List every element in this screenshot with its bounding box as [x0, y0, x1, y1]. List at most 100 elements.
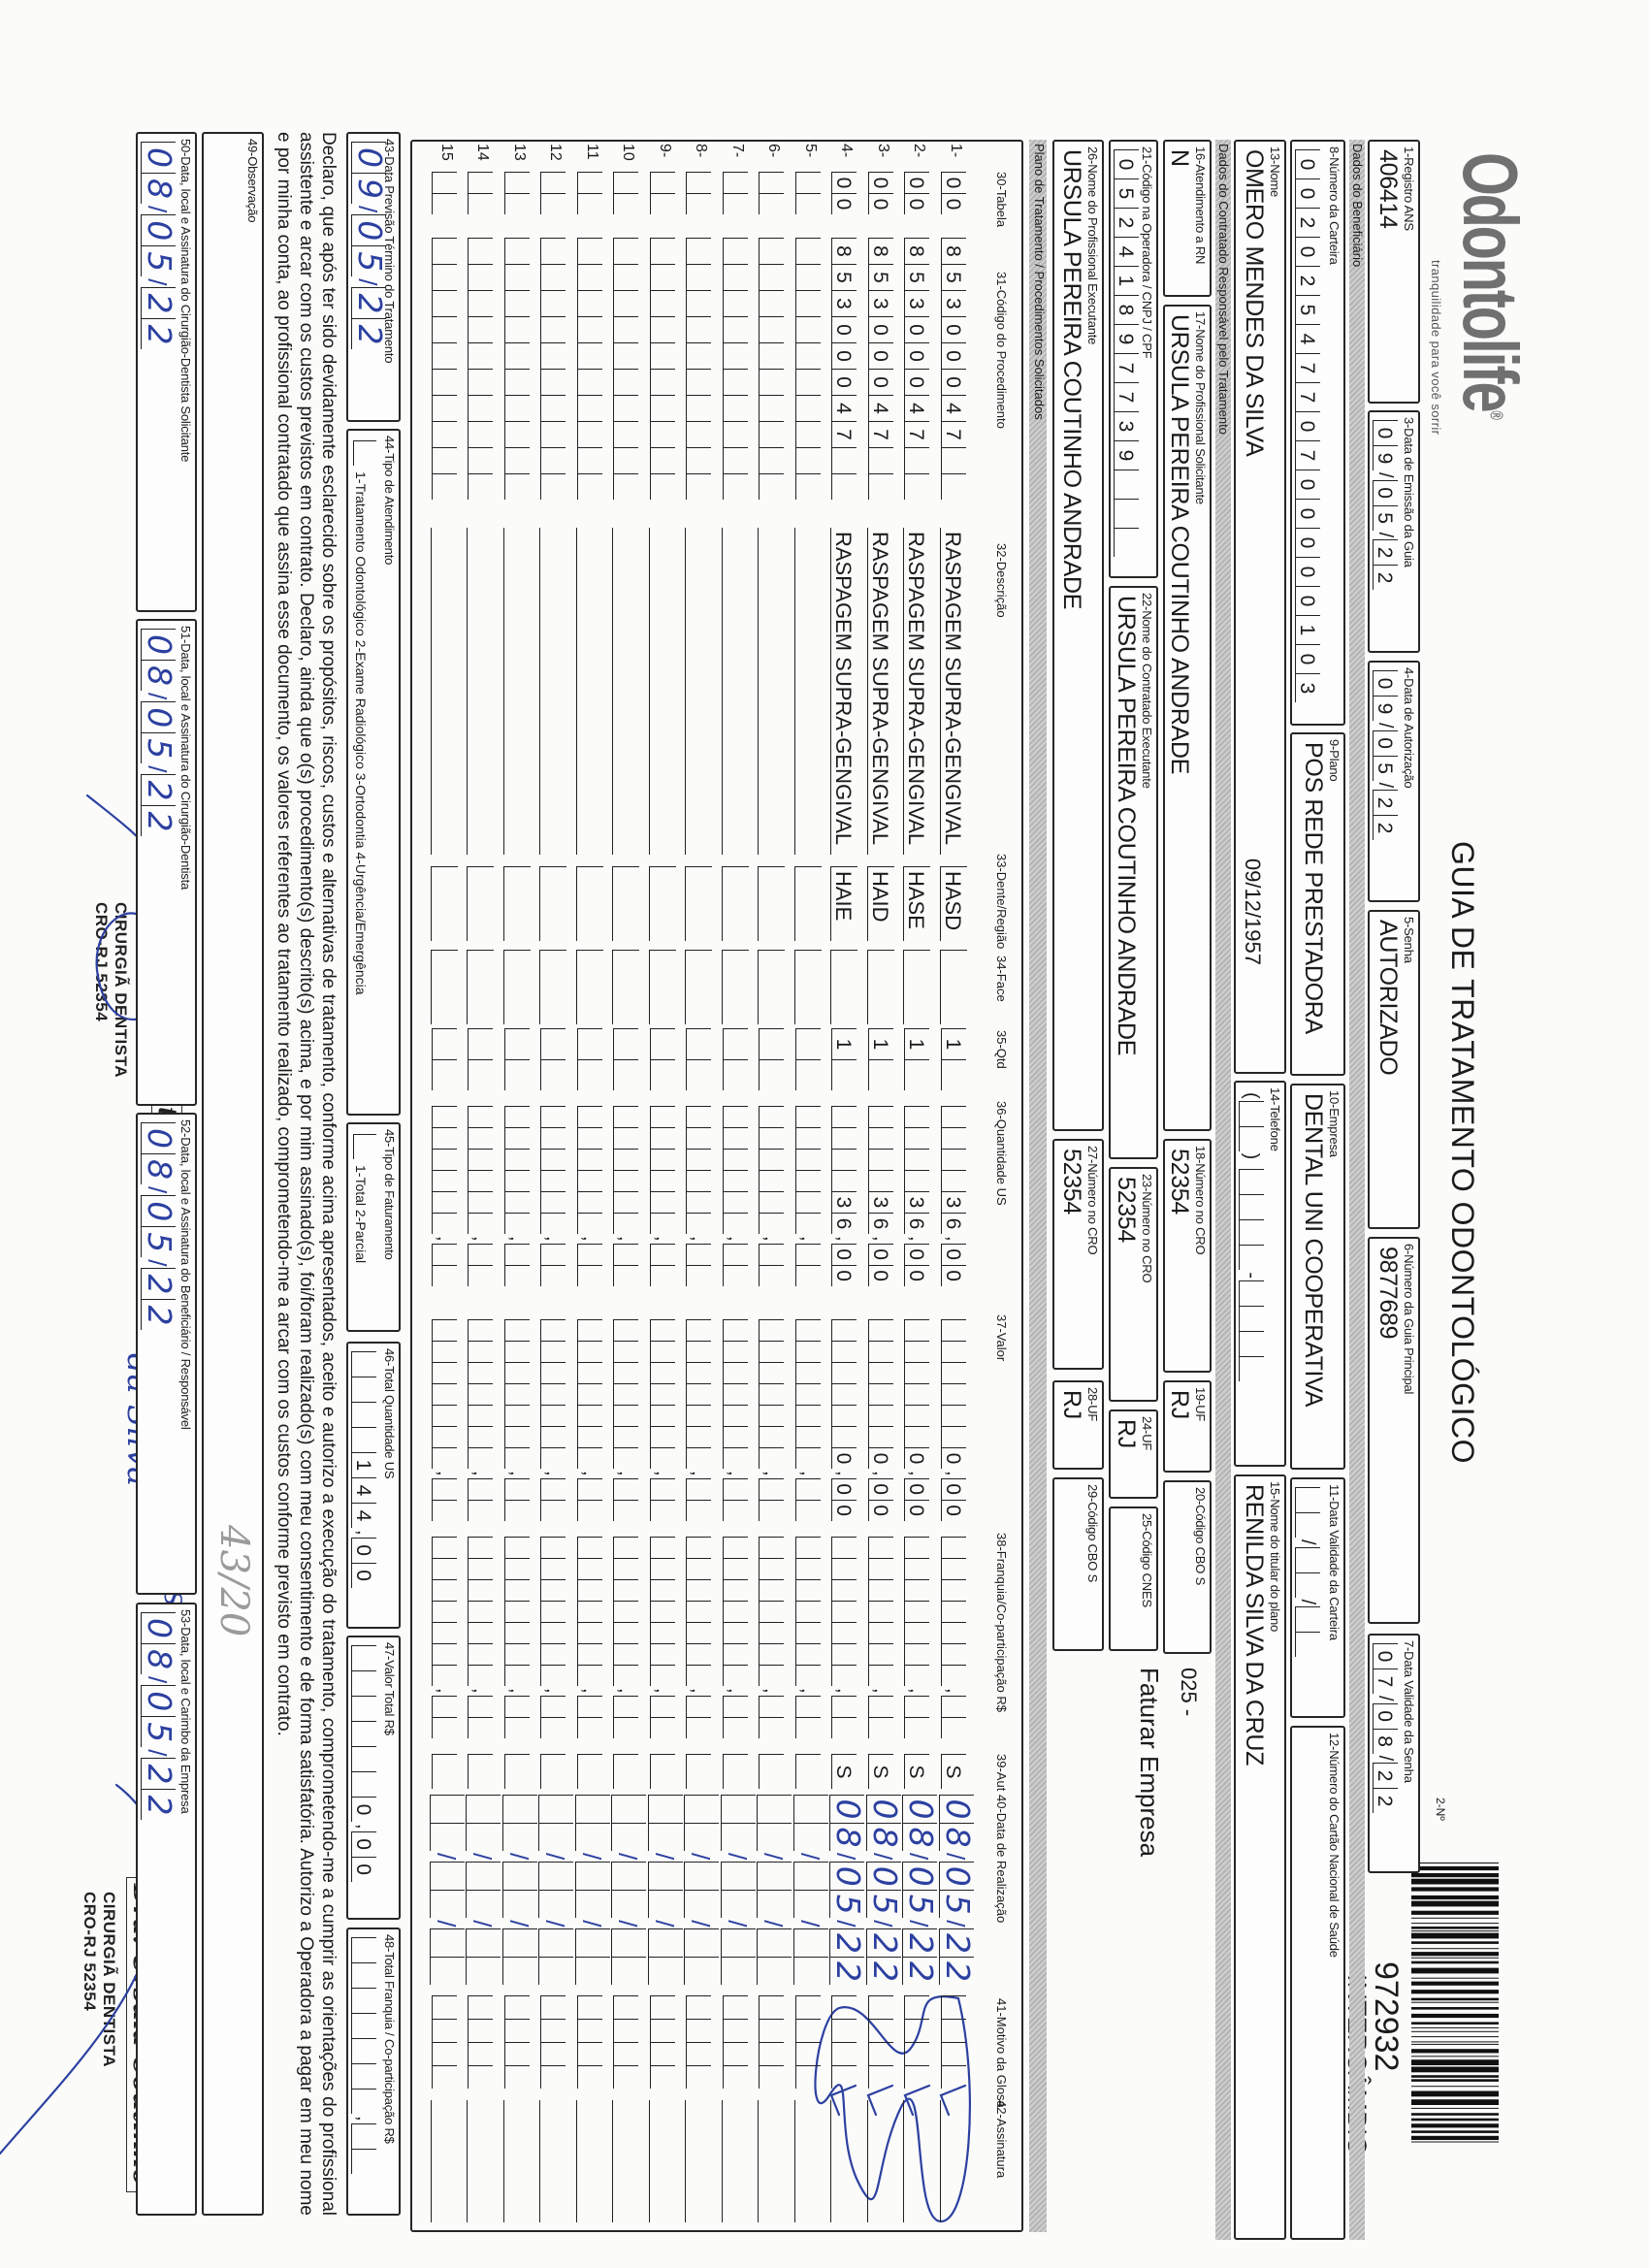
procedure-description[interactable]: RASPAGEM SUPRA-GENGIVAL: [903, 528, 931, 855]
qtd-cells[interactable]: [795, 1028, 821, 1090]
uf-contratado-value[interactable]: RJ: [1113, 1419, 1140, 1448]
motivo-glosa-cells[interactable]: [795, 1995, 821, 2089]
assinatura-line[interactable]: [576, 2100, 603, 2222]
aut-cell[interactable]: S: [831, 1754, 857, 1789]
quantidade-us-cells[interactable]: ,: [650, 1106, 675, 1286]
data-emissao-guia-value[interactable]: 0 9/0 5/2 2: [1373, 420, 1398, 591]
quantidade-us-cells[interactable]: ,: [686, 1106, 712, 1286]
motivo-glosa-cells[interactable]: [868, 1995, 893, 2089]
procedure-code-cells[interactable]: [577, 238, 602, 500]
franquia-cells[interactable]: ,: [504, 1537, 530, 1738]
data-realizacao-cells[interactable]: / /: [575, 1795, 610, 1986]
qtd-cells[interactable]: [432, 1028, 457, 1090]
qtd-cells[interactable]: 1: [868, 1028, 893, 1090]
aut-cell[interactable]: [577, 1754, 602, 1789]
dente-regiao-cell[interactable]: [722, 866, 749, 941]
procedure-description[interactable]: [649, 528, 676, 855]
valor-cells[interactable]: ,: [468, 1319, 494, 1521]
data-realizacao-cells[interactable]: / /: [502, 1795, 537, 1986]
aut-cell[interactable]: S: [904, 1754, 930, 1789]
assinatura-line[interactable]: [830, 2100, 858, 2222]
data-realizacao-cells[interactable]: 0 8/0 5/2 2: [866, 1795, 904, 1986]
tabela-cells[interactable]: [613, 172, 639, 214]
face-cell[interactable]: [867, 950, 894, 1024]
motivo-glosa-cells[interactable]: [577, 1995, 602, 2089]
tabela-cells[interactable]: [468, 172, 494, 214]
data-realizacao-cells[interactable]: / /: [721, 1795, 756, 1986]
face-cell[interactable]: [431, 950, 458, 1024]
motivo-glosa-cells[interactable]: [613, 1995, 639, 2089]
motivo-glosa-cells[interactable]: [468, 1995, 494, 2089]
assinatura-line[interactable]: [431, 2100, 458, 2222]
aut-cell[interactable]: S: [868, 1754, 893, 1789]
assinatura-line[interactable]: [722, 2100, 749, 2222]
data-carimbo-empresa-value[interactable]: 0 8/0 5/2 2: [141, 1612, 178, 1821]
plano-value[interactable]: POS REDE PRESTADORA: [1300, 742, 1327, 1034]
qtd-cells[interactable]: [504, 1028, 530, 1090]
motivo-glosa-cells[interactable]: [831, 1995, 857, 2089]
procedure-description[interactable]: [467, 528, 495, 855]
assinatura-line[interactable]: [758, 2100, 786, 2222]
aut-cell[interactable]: [540, 1754, 566, 1789]
uf-solicitante-value[interactable]: RJ: [1166, 1390, 1193, 1419]
quantidade-us-cells[interactable]: ,: [759, 1106, 785, 1286]
procedure-description[interactable]: RASPAGEM SUPRA-GENGIVAL: [867, 528, 894, 855]
procedure-code-cells[interactable]: [686, 238, 712, 500]
procedure-code-cells[interactable]: [540, 238, 566, 500]
data-realizacao-cells[interactable]: / /: [430, 1795, 465, 1986]
assinatura-line[interactable]: [467, 2100, 495, 2222]
data-realizacao-cells[interactable]: 0 8/0 5/2 2: [902, 1795, 941, 1986]
qtd-cells[interactable]: [650, 1028, 675, 1090]
quantidade-us-cells[interactable]: ,: [795, 1106, 821, 1286]
assinatura-line[interactable]: [539, 2100, 567, 2222]
motivo-glosa-cells[interactable]: [650, 1995, 675, 2089]
franquia-cells[interactable]: ,: [540, 1537, 566, 1738]
procedure-description[interactable]: [612, 528, 640, 855]
tabela-cells[interactable]: [504, 172, 530, 214]
aut-cell[interactable]: S: [941, 1754, 966, 1789]
procedure-description[interactable]: [794, 528, 822, 855]
dente-regiao-cell[interactable]: [758, 866, 786, 941]
cro-solicitante-value[interactable]: 52354: [1166, 1149, 1193, 1215]
tabela-cells[interactable]: [795, 172, 821, 214]
aut-cell[interactable]: [795, 1754, 821, 1789]
aut-cell[interactable]: [723, 1754, 748, 1789]
motivo-glosa-cells[interactable]: [723, 1995, 748, 2089]
qtd-cells[interactable]: [540, 1028, 566, 1090]
data-realizacao-cells[interactable]: / /: [793, 1795, 828, 1986]
tabela-cells[interactable]: [577, 172, 602, 214]
procedure-code-cells[interactable]: [432, 238, 457, 500]
tabela-cells[interactable]: [650, 172, 675, 214]
procedure-code-cells[interactable]: [613, 238, 639, 500]
nome-titular-value[interactable]: RENILDA SILVA DA CRUZ: [1241, 1484, 1268, 1766]
face-cell[interactable]: [649, 950, 676, 1024]
valor-cells[interactable]: ,: [540, 1319, 566, 1521]
procedure-code-cells[interactable]: [795, 238, 821, 500]
procedure-code-cells[interactable]: [504, 238, 530, 500]
dente-regiao-cell[interactable]: HAID: [867, 866, 894, 941]
face-cell[interactable]: [685, 950, 713, 1024]
valor-cells[interactable]: ,: [650, 1319, 675, 1521]
procedure-code-cells[interactable]: [723, 238, 748, 500]
qtd-cells[interactable]: [759, 1028, 785, 1090]
procedure-description[interactable]: RASPAGEM SUPRA-GENGIVAL: [940, 528, 967, 855]
face-cell[interactable]: [722, 950, 749, 1024]
procedure-code-cells[interactable]: [759, 238, 785, 500]
franquia-cells[interactable]: ,: [723, 1537, 748, 1738]
dente-regiao-cell[interactable]: HAIE: [830, 866, 858, 941]
franquia-cells[interactable]: ,: [904, 1537, 930, 1738]
procedure-code-cells[interactable]: [650, 238, 675, 500]
numero-guia-principal-value[interactable]: 9877689: [1374, 1247, 1402, 1340]
assinatura-line[interactable]: [612, 2100, 640, 2222]
data-realizacao-cells[interactable]: / /: [466, 1795, 501, 1986]
valor-cells[interactable]: ,: [613, 1319, 639, 1521]
